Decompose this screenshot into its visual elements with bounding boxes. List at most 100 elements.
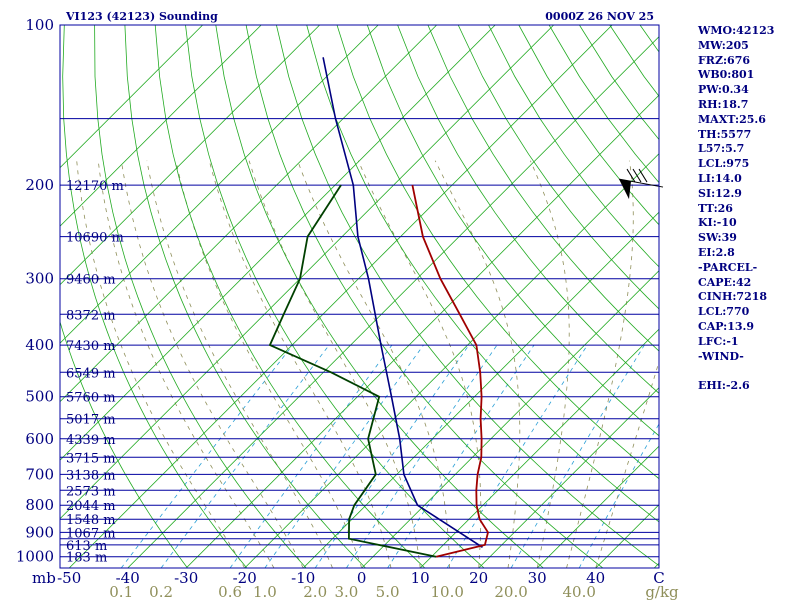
index-row: MAXT:25.6 [698,112,766,126]
dry-adiabat [336,25,659,480]
index-row: LI:14.0 [698,171,742,185]
moist-adiabat [297,160,450,568]
temperature-tick-label: 30 [528,569,547,587]
dry-adiabat [306,25,659,523]
isotherm [244,153,659,568]
pressure-tick-label: 1000 [16,548,54,566]
pressure-tick-label: 300 [25,270,54,288]
isobars [60,118,659,558]
temperature-tick-label: -10 [291,569,315,587]
height-label: 8372 m [66,308,116,323]
temperature-tick-label: 20 [469,569,488,587]
index-row: TH:5577 [698,127,752,141]
mixing-ratio-unit-label: g/kg [645,583,679,600]
moist-adiabats [76,160,659,568]
dry-adiabat [215,25,544,568]
mixing-ratio-line [264,344,424,568]
mixing-ratio-line [510,344,645,568]
moist-adiabat [357,160,482,568]
mixing-ratio-line [387,344,535,568]
index-row: -PARCEL- [698,260,758,274]
mixing-ratio-label: 5.0 [376,583,400,600]
index-row: TT:26 [698,201,733,215]
isotherm [60,25,203,169]
temperature-trace [411,184,489,558]
isotherm [419,328,659,568]
index-row: LFC:-1 [698,334,739,348]
index-row: -WIND- [698,349,744,363]
index-row: LCL:975 [698,157,750,171]
isotherm [361,270,659,568]
pressure-tick-label: 200 [25,176,54,194]
pressure-tick-label: 600 [25,430,54,448]
index-row: FRZ:676 [698,53,751,67]
isotherm [60,25,262,227]
pressure-unit-label: mb [32,569,56,587]
dry-adiabat [245,25,604,568]
temperature-tick-label: -20 [233,569,257,587]
dry-adiabat [397,25,659,394]
dry-adiabat [366,25,659,437]
isotherm [60,25,320,286]
pressure-tick-label: 700 [25,465,54,483]
height-label: 12170 m [66,179,124,194]
isotherm [478,387,659,568]
index-row: EI:2.8 [698,245,735,259]
moist-adiabat [595,360,659,568]
mixing-ratio-line [346,344,498,568]
indices-panel: WMO:42123 MW:205 FRZ:676 WB0:801 PW:0.34 RH:1… [698,24,798,394]
index-row: RH:18.7 [698,97,749,111]
wind-barb-flag [632,168,642,183]
height-label: 2044 m [66,499,116,514]
height-label: 5017 m [66,413,116,428]
index-row: LCL:770 [698,305,750,319]
moist-adiabat [76,160,246,568]
height-label: 7430 m [66,339,116,354]
temperature-tick-label: -50 [57,569,81,587]
dewpoint-trace [268,184,437,558]
mixing-ratio-line [160,344,330,568]
wind-barbs [618,168,664,200]
height-label: 183 m [66,551,107,566]
moist-adiabat [530,160,570,568]
pressure-tick-label: 800 [25,496,54,514]
height-label: 5760 m [66,391,116,406]
mixing-ratio-lines [120,344,659,568]
dry-adiabats [60,25,659,568]
height-label: 4339 m [66,433,116,448]
moist-adiabat [97,160,275,568]
wind-barb-flag [626,168,636,183]
index-row: CAPE:42 [698,275,752,289]
moist-adiabat [120,160,304,568]
dry-adiabat [457,25,659,310]
index-row: SI:12.9 [698,186,742,200]
temperature-tick-label: C [653,569,664,587]
index-row: CINH:7218 [698,290,768,304]
isotherm [536,445,659,568]
isotherm [60,25,554,520]
temperature-tick-label: 40 [586,569,605,587]
mixing-ratio-line [314,344,470,568]
isotherm [60,25,437,403]
pressure-tick-label: 900 [25,523,54,541]
height-label: 613 m [66,539,107,554]
moist-adiabat [175,160,363,568]
dry-adiabat [488,25,659,268]
isotherm [185,94,659,568]
sounding-traces [268,57,489,558]
station-title: VI123 (42123) Sounding [65,10,218,23]
dry-adiabat [94,25,307,568]
isotherms [60,25,659,568]
mixing-ratio-label: 10.0 [430,583,463,600]
height-label: 10690 m [66,231,124,246]
moist-adiabat [248,160,421,568]
index-row: KI:-10 [698,216,737,230]
isotherm [68,25,613,568]
moist-adiabat [434,160,521,568]
height-label: 1548 m [66,513,116,528]
dry-adiabat [124,25,366,568]
mixing-ratio-label: 0.2 [149,583,173,600]
index-row: PW:0.34 [698,83,749,97]
